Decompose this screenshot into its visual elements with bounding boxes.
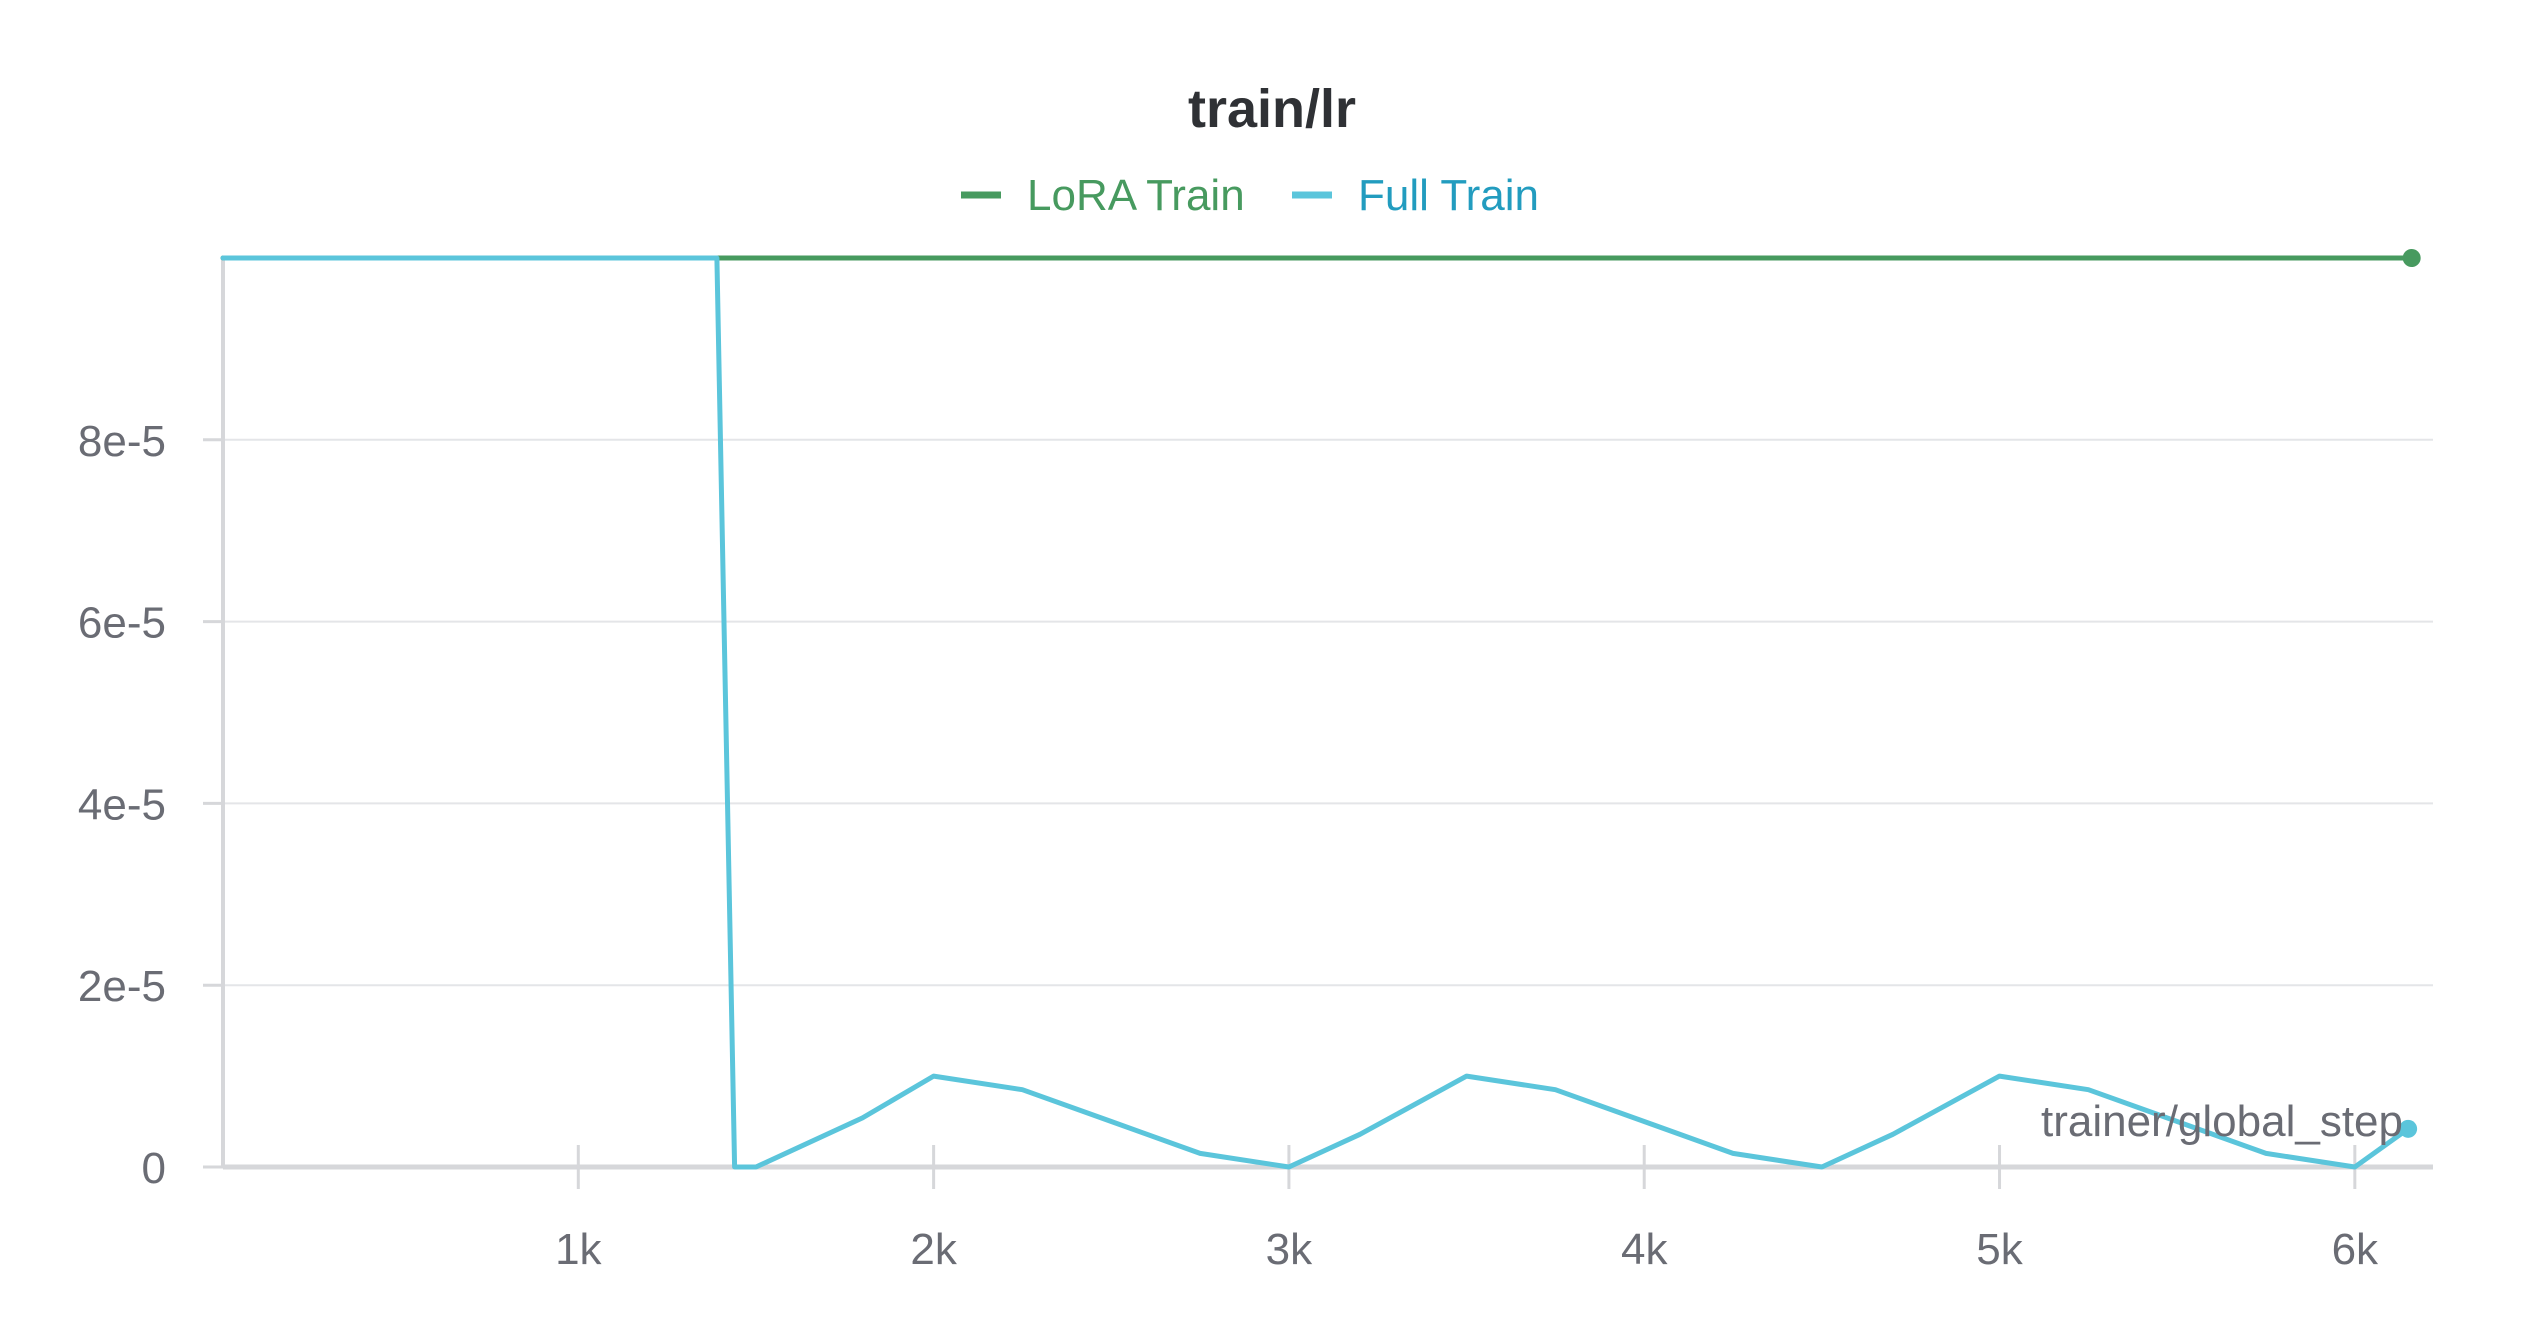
x-tick-label: 4k [1621, 1225, 1668, 1274]
x-tick-label: 5k [1976, 1225, 2023, 1274]
y-tick-label: 4e-5 [78, 780, 166, 829]
x-tick-label: 2k [910, 1225, 957, 1274]
legend[interactable]: LoRA Train Full Train [961, 171, 1539, 220]
legend-item-full-train[interactable]: Full Train [1292, 171, 1539, 220]
series-end-marker-lora-train [2402, 249, 2421, 267]
legend-item-lora-train[interactable]: LoRA Train [961, 171, 1245, 220]
legend-label: LoRA Train [1027, 171, 1245, 220]
y-tick-label: 6e-5 [78, 599, 166, 648]
axes: 0 2e-5 4e-5 6e-5 8e-5 1k 2k 3k 4k 5k 6k [78, 258, 2433, 1274]
series-end-marker-full-train [2399, 1119, 2418, 1138]
grid-lines [223, 438, 2433, 987]
series-lines [220, 249, 2421, 1170]
y-tick-label: 8e-5 [78, 417, 166, 466]
y-tick-label: 0 [142, 1144, 166, 1193]
chart-title: train/lr [1188, 79, 1356, 139]
series-line-full-train [220, 255, 2411, 1170]
x-tick-label: 6k [2332, 1225, 2379, 1274]
y-tick-label: 2e-5 [78, 962, 166, 1011]
x-tick-label: 1k [555, 1225, 602, 1274]
x-tick-label: 3k [1266, 1225, 1313, 1274]
x-axis-label: trainer/global_step [2041, 1097, 2403, 1146]
legend-label: Full Train [1358, 171, 1539, 220]
